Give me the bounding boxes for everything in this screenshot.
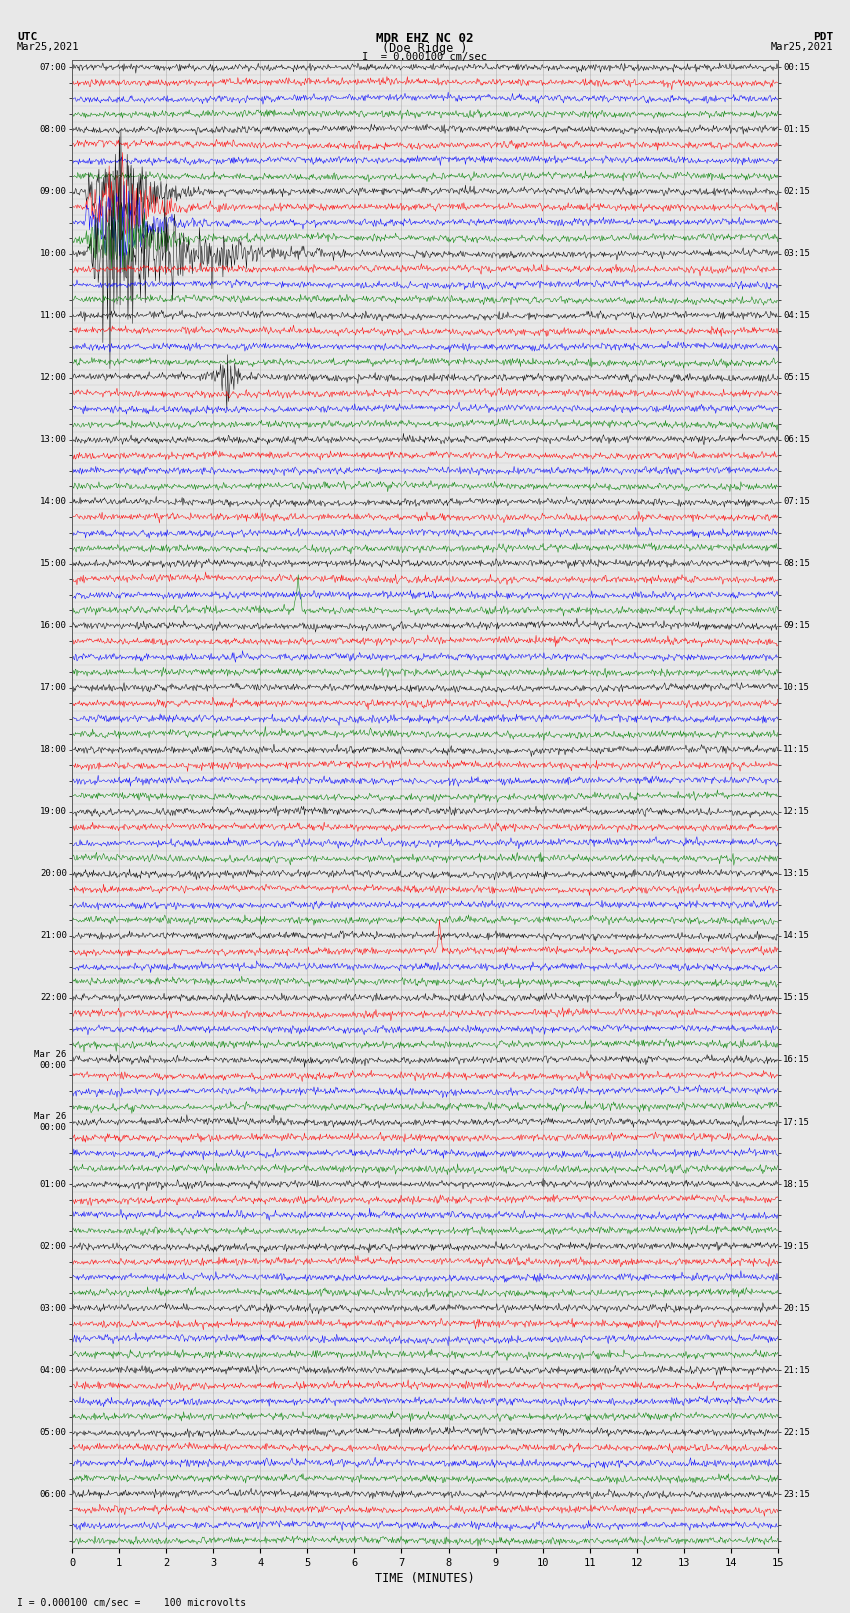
Text: UTC: UTC <box>17 32 37 42</box>
Text: MDR EHZ NC 02: MDR EHZ NC 02 <box>377 32 473 45</box>
Text: Mar25,2021: Mar25,2021 <box>17 42 80 52</box>
X-axis label: TIME (MINUTES): TIME (MINUTES) <box>375 1573 475 1586</box>
Text: (Doe Ridge ): (Doe Ridge ) <box>382 42 468 55</box>
Text: PDT: PDT <box>813 32 833 42</box>
Text: Mar25,2021: Mar25,2021 <box>770 42 833 52</box>
Text: I  = 0.000100 cm/sec: I = 0.000100 cm/sec <box>362 52 488 61</box>
Text: I = 0.000100 cm/sec =    100 microvolts: I = 0.000100 cm/sec = 100 microvolts <box>17 1598 246 1608</box>
